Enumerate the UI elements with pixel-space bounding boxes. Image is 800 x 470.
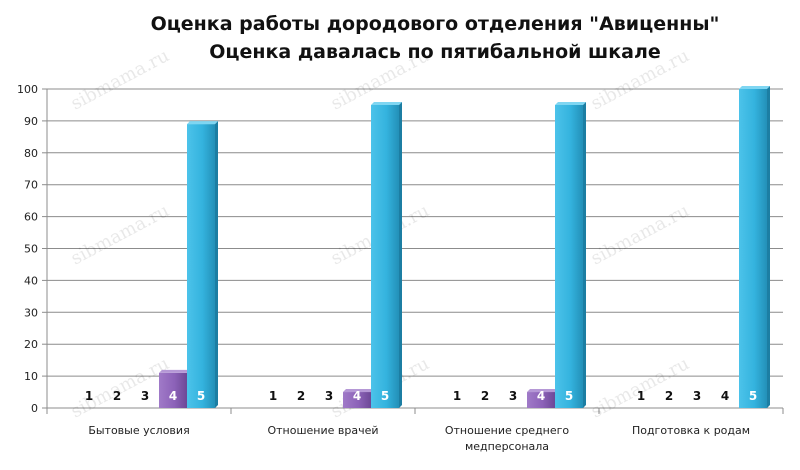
y-tick-label: 50 [24,243,38,256]
data-label: 4 [721,389,729,403]
watermark-text: sibmama.ru [67,45,172,114]
y-tick-label: 60 [24,211,38,224]
data-label: 5 [381,389,389,403]
watermark-text: sibmama.ru [67,200,172,269]
data-label: 2 [297,389,305,403]
chart-title-line-1: Оценка работы дородового отделения "Авиц… [150,13,720,35]
x-tick-label: медперсонала [465,440,549,453]
bar [343,392,371,408]
data-label: 1 [637,389,645,403]
data-label: 1 [269,389,277,403]
bar-side [215,121,218,408]
data-label: 5 [197,389,205,403]
y-tick-label: 30 [24,306,38,319]
data-label: 2 [665,389,673,403]
y-tick-label: 10 [24,370,38,383]
y-tick-label: 100 [17,83,38,96]
data-label: 5 [749,389,757,403]
bar [159,372,187,408]
x-tick-label: Подготовка к родам [632,424,750,437]
bar [371,104,399,408]
data-label: 3 [325,389,333,403]
data-label: 2 [113,389,121,403]
bar-side [399,101,402,408]
bar-top [527,389,558,393]
data-label: 3 [693,389,701,403]
chart-title: Оценка работы дородового отделения "Авиц… [0,10,800,66]
watermark-text: sibmama.ru [587,45,692,114]
bar-top [159,369,190,373]
data-label: 3 [509,389,517,403]
bar [187,124,215,408]
bar [555,104,583,408]
data-label: 4 [169,389,177,403]
data-label: 4 [353,389,361,403]
bar-top [739,86,770,89]
data-label: 2 [481,389,489,403]
y-tick-label: 80 [24,147,38,160]
bar-top [371,101,402,105]
data-label: 3 [141,389,149,403]
bar [739,89,767,408]
y-tick-label: 20 [24,338,38,351]
y-tick-label: 70 [24,179,38,192]
y-tick-label: 90 [24,115,38,128]
chart-title-line-2: Оценка давалась по пятибальной шкале [209,41,661,63]
x-tick-label: Отношение врачей [267,424,378,437]
y-tick-label: 0 [31,402,38,415]
data-label: 1 [85,389,93,403]
data-label: 1 [453,389,461,403]
bar-top [343,389,374,393]
bar-side [767,86,770,408]
x-tick-label: Отношение среднего [445,424,570,437]
watermark-text: sibmama.ru [587,353,692,422]
bar-top [555,101,586,105]
watermark-text: sibmama.ru [587,200,692,269]
x-tick-label: Бытовые условия [88,424,189,437]
watermark-text: sibmama.ru [67,353,172,422]
data-label: 4 [537,389,545,403]
bar-top [187,121,218,125]
bar [527,392,555,408]
data-label: 5 [565,389,573,403]
y-tick-label: 40 [24,274,38,287]
bar-side [583,101,586,408]
